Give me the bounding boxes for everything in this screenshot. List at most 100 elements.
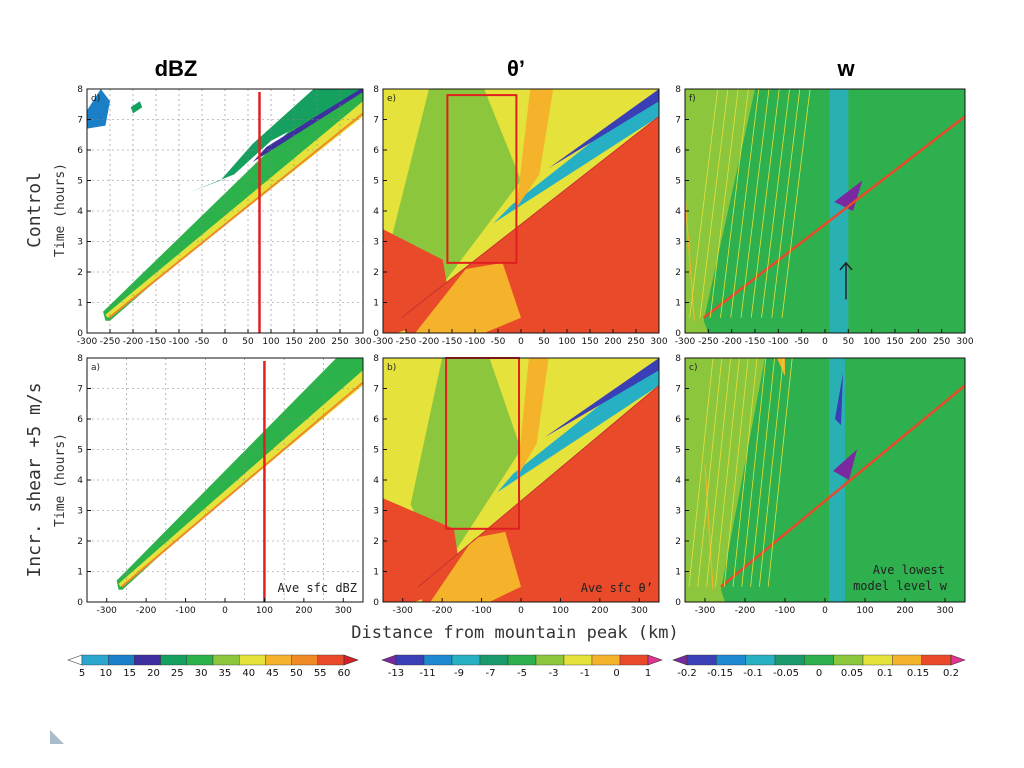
x-tick-label: -200	[136, 606, 157, 616]
colorbar-swatch	[507, 654, 537, 666]
colorbar-tick-label: 0.15	[907, 668, 929, 679]
y-tick-label: 6	[373, 415, 379, 425]
highlight-box-e	[446, 94, 518, 264]
w-streak	[697, 358, 723, 587]
x-tick-label: -150	[442, 337, 463, 347]
w-strong-downdraft	[834, 180, 863, 211]
x-tick-label: -300	[96, 606, 117, 616]
colorbar-swatch	[745, 654, 776, 666]
colorbar-swatch	[591, 654, 621, 666]
x-tick-label: 100	[856, 606, 873, 616]
y-tick-label: 0	[675, 598, 681, 608]
colorbar-swatch	[186, 654, 214, 666]
x-tick-label: 0	[518, 606, 524, 616]
row-label-shear: Incr. shear +5 m/s	[24, 382, 45, 577]
y-tick-label: 7	[373, 385, 379, 395]
y-tick-label: 7	[77, 385, 83, 395]
x-tick-label: -250	[100, 337, 121, 347]
panel-label-a: a)	[91, 363, 100, 373]
x-tick-label: -200	[432, 606, 453, 616]
colorbar-right-arrow	[343, 654, 359, 666]
colorbar-swatch	[291, 654, 319, 666]
x-tick-label: 50	[538, 337, 550, 347]
x-tick-label: -200	[419, 337, 440, 347]
w-gust-front	[702, 115, 965, 319]
y-tick-label: 1	[77, 299, 83, 309]
x-tick-label: 300	[936, 606, 953, 616]
theta-front-line	[418, 385, 659, 588]
x-tick-label: -100	[471, 606, 492, 616]
y-tick-label: 8	[77, 85, 83, 95]
w-streak	[767, 358, 793, 587]
x-tick-label: -200	[735, 606, 756, 616]
theta-warm-strip	[516, 89, 554, 208]
colorbar-tick-label: 0	[816, 668, 822, 679]
x-tick-label: 100	[863, 337, 880, 347]
x-tick-label: 300	[335, 606, 352, 616]
y-tick-label: 2	[675, 268, 681, 278]
colorbar-swatch	[833, 654, 864, 666]
x-tick-label: -100	[775, 606, 796, 616]
panel-label-e: e)	[387, 94, 396, 104]
colorbar-tick-label: 0.05	[841, 668, 863, 679]
theta-coldest	[548, 89, 659, 169]
colorbar-swatch	[563, 654, 593, 666]
x-tick-label: -300	[675, 337, 696, 347]
y-tick-label: 0	[373, 598, 379, 608]
colorbar-tick-label: -0.15	[707, 668, 733, 679]
colorbar-tick-label: -13	[388, 668, 404, 679]
y-tick-label: 3	[675, 507, 681, 517]
y-tick-label: 6	[675, 415, 681, 425]
colorbar-tick-label: 0.2	[943, 668, 959, 679]
w-streak	[750, 89, 780, 318]
colorbar-swatch	[686, 654, 717, 666]
colorbar-tick-label: 1	[645, 668, 651, 679]
x-tick-label: 100	[256, 606, 273, 616]
theta-coldest	[544, 358, 659, 438]
y-tick-label: 3	[373, 238, 379, 248]
panel-label-d: d)	[91, 94, 100, 104]
colorbar-swatch	[81, 654, 109, 666]
field-a	[87, 358, 363, 602]
colorbar-swatch	[317, 654, 345, 666]
grid-a	[87, 358, 363, 602]
y-tick-label: 2	[77, 537, 83, 547]
rain-band-max	[121, 381, 363, 588]
x-tick-label: 50	[242, 337, 254, 347]
y-tick-label: 6	[675, 146, 681, 156]
theta-warm-left	[383, 229, 452, 333]
rain-patch-left	[87, 89, 110, 129]
colorbar-tick-label: 0	[613, 668, 619, 679]
colorbar-right-arrow	[950, 654, 966, 666]
colorbar-swatch	[804, 654, 834, 666]
y-tick-label: 8	[77, 354, 83, 364]
x-tick-label: 0	[822, 337, 828, 347]
w-gust-front	[720, 384, 965, 588]
y-tick-label: 4	[675, 207, 681, 217]
theta-cold-pool	[392, 89, 521, 303]
colorbar-swatch	[238, 654, 266, 666]
w-streak	[771, 89, 801, 318]
x-tick-label: -200	[721, 337, 742, 347]
colorbar-dbz: 5 10 15 20 25 30 35 40 45 50 55 60	[67, 654, 359, 679]
colorbar-tick-label: -5	[517, 668, 527, 679]
colorbar-swatch	[107, 654, 135, 666]
y-axis-label-bottom: Time (hours)	[53, 433, 68, 527]
annotation-ave-sfc-theta: Ave sfc θ’	[581, 581, 653, 595]
w-streak	[759, 358, 784, 587]
colorbar-tick-label: 40	[242, 668, 255, 679]
w-streak	[715, 358, 740, 587]
x-tick-label: 200	[295, 606, 312, 616]
colorbar-swatch	[921, 654, 952, 666]
x-tick-label: -100	[465, 337, 486, 347]
w-streak	[750, 358, 775, 587]
w-streak	[740, 89, 770, 318]
y-tick-label: 6	[77, 146, 83, 156]
colorbar-swatch	[716, 654, 746, 666]
colorbar-swatch	[451, 654, 481, 666]
y-tick-label: 4	[373, 207, 379, 217]
y-tick-label: 2	[77, 268, 83, 278]
x-tick-label: 250	[933, 337, 950, 347]
y-tick-label: 8	[675, 354, 681, 364]
